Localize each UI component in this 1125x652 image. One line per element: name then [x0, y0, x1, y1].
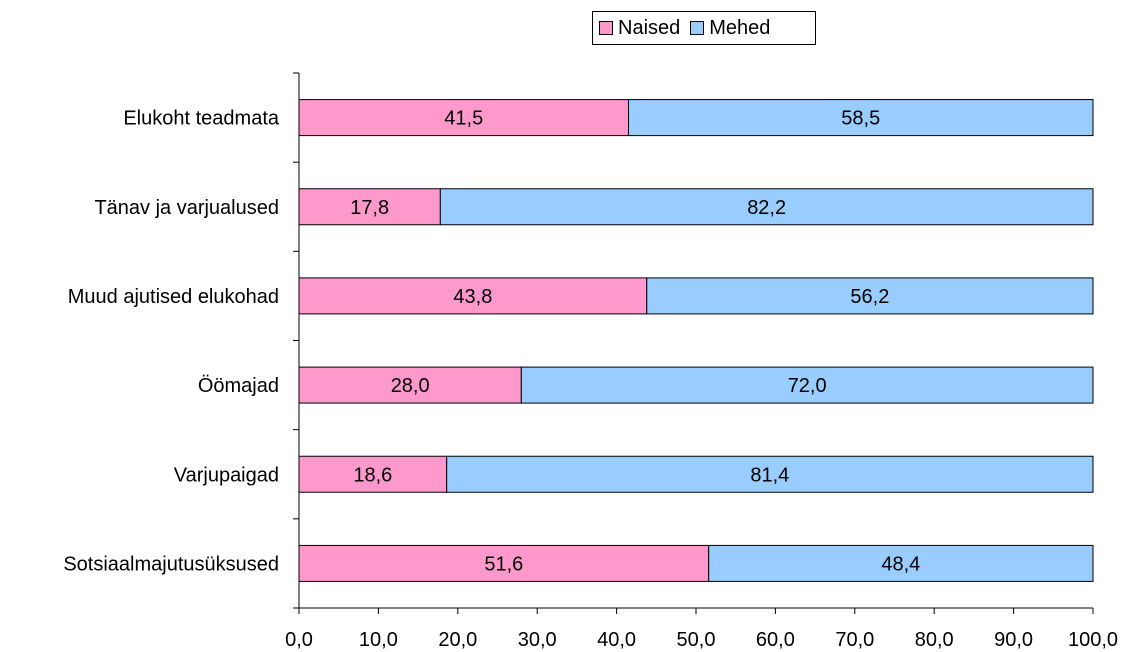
- x-tick-label-3: 30,0: [518, 629, 557, 651]
- bar-mehed-0: [628, 99, 1094, 137]
- data-label-naised-1: 17,8: [350, 197, 389, 219]
- data-label-naised-0: 41,5: [444, 108, 483, 130]
- x-tick-label-0: 0,0: [285, 629, 313, 651]
- bar-mehed-4: [446, 455, 1094, 493]
- category-label-1: Tänav ja varjualused: [94, 197, 279, 219]
- legend-swatch-mehed: [690, 21, 705, 35]
- legend-swatch-naised: [599, 21, 613, 35]
- bar-naised-3: [298, 366, 522, 404]
- legend-item-mehed: Mehed: [690, 17, 770, 40]
- data-label-mehed-5: 48,4: [881, 553, 920, 575]
- bar-mehed-1: [439, 188, 1094, 226]
- category-label-2: Muud ajutised elukohad: [68, 286, 279, 308]
- bar-mehed-3: [520, 366, 1094, 404]
- x-tick-label-6: 60,0: [756, 629, 795, 651]
- category-label-0: Elukoht teadmata: [123, 108, 280, 130]
- bar-naised-0: [298, 99, 630, 137]
- x-tick-label-10: 100,0: [1068, 629, 1118, 651]
- category-label-3: Öömajad: [198, 375, 279, 397]
- x-tick-label-8: 80,0: [915, 629, 954, 651]
- data-label-naised-4: 18,6: [353, 464, 392, 486]
- x-tick-label-4: 40,0: [597, 629, 636, 651]
- chart-legend: Naised Mehed: [592, 11, 816, 45]
- x-tick-label-5: 50,0: [677, 629, 716, 651]
- legend-item-naised: Naised: [599, 17, 680, 40]
- data-label-naised-3: 28,0: [391, 375, 430, 397]
- x-tick-label-1: 10,0: [359, 629, 398, 651]
- data-label-mehed-3: 72,0: [788, 375, 827, 397]
- data-label-naised-5: 51,6: [484, 553, 523, 575]
- legend-label-naised: Naised: [618, 16, 681, 39]
- x-tick-label-2: 20,0: [438, 629, 477, 651]
- bar-naised-2: [298, 277, 648, 315]
- bar-mehed-2: [646, 277, 1094, 315]
- x-tick-label-9: 90,0: [994, 629, 1033, 651]
- category-label-5: Sotsiaalmajutusüksused: [63, 553, 279, 575]
- data-label-mehed-0: 58,5: [841, 108, 880, 130]
- bar-mehed-5: [708, 544, 1094, 582]
- bar-naised-1: [298, 188, 441, 226]
- data-label-mehed-4: 81,4: [750, 464, 789, 486]
- data-label-naised-2: 43,8: [453, 286, 492, 308]
- data-label-mehed-2: 56,2: [850, 286, 889, 308]
- data-label-mehed-1: 82,2: [747, 197, 786, 219]
- legend-label-mehed: Mehed: [709, 16, 771, 39]
- category-label-4: Varjupaigad: [174, 464, 279, 486]
- x-tick-label-7: 70,0: [835, 629, 874, 651]
